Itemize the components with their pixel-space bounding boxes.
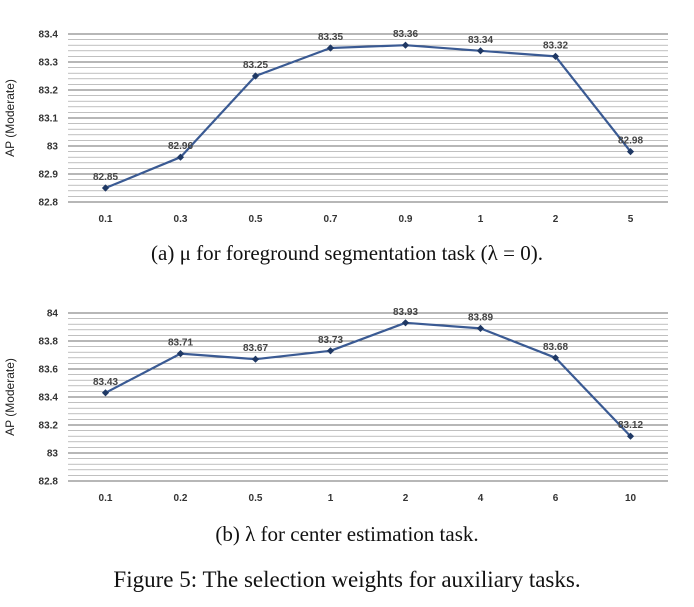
x-tick-label: 0.5 (249, 493, 263, 504)
figure-caption: Figure 5: The selection weights for auxi… (113, 567, 581, 592)
x-tick-label: 0.2 (174, 493, 188, 504)
y-tick-label: 83 (47, 449, 59, 460)
data-point (401, 319, 410, 327)
data-label: 83.25 (243, 60, 268, 71)
x-tick-label: 0.3 (174, 214, 188, 225)
data-label: 83.12 (618, 420, 643, 431)
y-tick-label: 82.9 (39, 170, 59, 181)
y-tick-label: 83.2 (39, 86, 59, 97)
data-label: 83.68 (543, 342, 568, 353)
y-tick-label: 83.4 (39, 393, 59, 404)
data-point (251, 355, 260, 363)
y-tick-label: 83.3 (39, 58, 59, 69)
chart-b: 82.8 83 83.2 83.4 83.6 83.8 84 0.1 0.2 0.5 1 2 4 6 10 A… (3, 307, 668, 504)
caption-a: (a) μ for foreground segmentation task (… (151, 241, 543, 265)
y-axis-title: AP (Moderate) (3, 358, 17, 436)
y-tick-label: 83 (47, 142, 59, 153)
x-tick-label: 0.1 (99, 493, 113, 504)
x-tick-label: 10 (625, 493, 637, 504)
y-axis-title: AP (Moderate) (3, 79, 17, 157)
y-tick-label: 83.4 (39, 30, 59, 41)
y-tick-label: 82.8 (39, 477, 59, 488)
data-point (626, 148, 635, 156)
chart-a: 82.8 82.9 83 83.1 83.2 83.3 83.4 0.1 0.3 0.5 0.7 0.… (3, 29, 668, 225)
data-point (476, 47, 485, 55)
data-label: 83.35 (318, 32, 343, 43)
x-tick-label: 0.1 (99, 214, 113, 225)
data-label: 83.73 (318, 335, 343, 346)
data-point (326, 44, 335, 52)
x-tick-label: 6 (553, 493, 559, 504)
data-point (476, 324, 485, 332)
data-point (626, 432, 635, 440)
data-label: 82.98 (618, 136, 643, 147)
x-tick-label: 4 (478, 493, 484, 504)
data-point (251, 72, 260, 80)
data-point (176, 153, 185, 161)
data-point (551, 52, 560, 60)
y-tick-label: 83.6 (39, 365, 59, 376)
data-label: 83.71 (168, 338, 193, 349)
y-tick-label: 82.8 (39, 198, 59, 209)
x-tick-label: 1 (478, 214, 484, 225)
series-line (105, 44, 632, 190)
data-point (326, 347, 335, 355)
x-tick-label: 0.9 (399, 214, 413, 225)
x-tick-label: 0.5 (249, 214, 263, 225)
data-label: 83.43 (93, 377, 118, 388)
y-tick-label: 84 (47, 309, 59, 320)
data-label: 82.85 (93, 172, 118, 183)
data-label: 83.32 (543, 40, 568, 51)
x-tick-label: 1 (328, 493, 334, 504)
x-tick-label: 5 (628, 214, 634, 225)
caption-b: (b) λ for center estimation task. (215, 522, 479, 546)
data-point (101, 184, 110, 192)
x-tick-label: 2 (403, 493, 409, 504)
data-point (401, 41, 410, 49)
y-tick-label: 83.1 (39, 114, 59, 125)
data-label: 83.34 (468, 35, 493, 46)
series-line (104, 321, 632, 437)
y-tick-label: 83.2 (39, 421, 59, 432)
data-label: 83.36 (393, 29, 418, 40)
x-tick-label: 2 (553, 214, 559, 225)
y-tick-label: 83.8 (39, 337, 59, 348)
x-tick-label: 0.7 (324, 214, 338, 225)
data-label: 82.96 (168, 141, 193, 152)
data-label: 83.67 (243, 343, 268, 354)
data-label: 83.93 (393, 307, 418, 318)
data-label: 83.89 (468, 312, 493, 323)
